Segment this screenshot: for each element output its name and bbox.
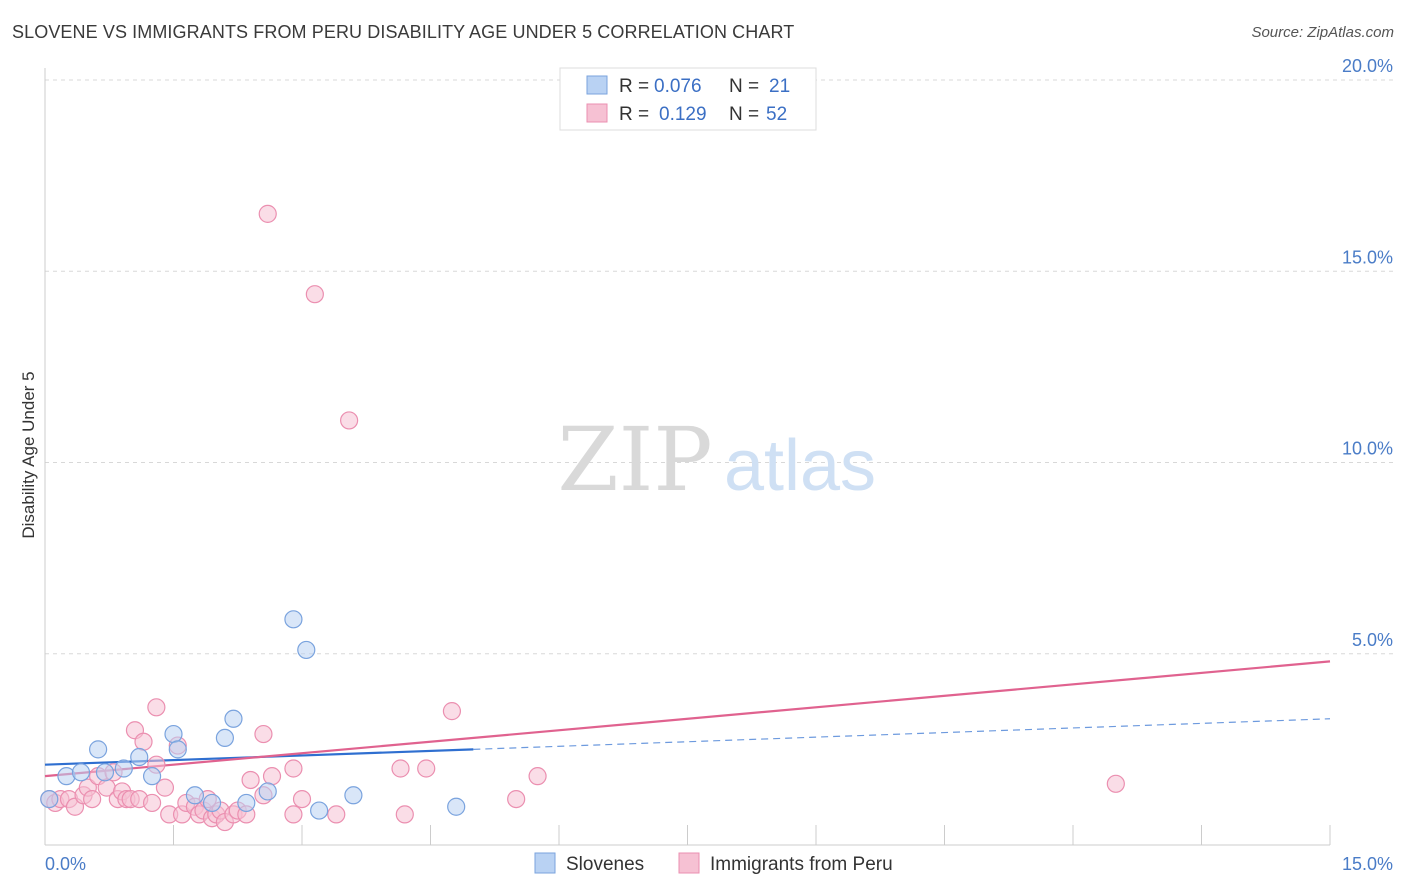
legend-swatch-slovenes <box>586 75 608 95</box>
peru-point <box>442 702 462 721</box>
axis-layer: 5.0% 10.0% 15.0% 20.0% 0.0% 15.0% <box>44 56 1393 874</box>
grid-layer <box>45 79 1395 655</box>
peru-point <box>305 285 324 304</box>
slovenes-point <box>237 793 256 813</box>
slovenes-point <box>447 797 466 816</box>
legend-r-value: 0.129 <box>659 104 707 125</box>
slovenes-trend-extension <box>473 718 1331 750</box>
slovenes-point <box>224 709 243 728</box>
legend-r-value: 0.076 <box>654 76 702 97</box>
slovenes-point <box>258 782 277 801</box>
peru-point <box>292 789 312 809</box>
y-tick-label: 20.0% <box>1342 56 1393 76</box>
peru-trend-line <box>44 660 1331 778</box>
legend-n-label: N = <box>729 76 759 97</box>
peru-point <box>241 770 260 790</box>
slovenes-point <box>310 801 329 820</box>
y-tick-label: 5.0% <box>1352 630 1393 650</box>
peru-point <box>395 805 414 824</box>
legend-label-peru: Immigrants from Peru <box>710 854 893 875</box>
peru-point <box>284 805 303 824</box>
peru-point <box>134 732 153 751</box>
points-layer <box>40 204 1125 832</box>
legend-n-label: N = <box>729 104 759 125</box>
peru-point <box>528 767 547 786</box>
slovenes-point <box>130 747 149 767</box>
legend-n-value: 21 <box>769 76 790 97</box>
slovenes-point <box>71 763 91 782</box>
slovenes-point <box>114 759 133 778</box>
peru-point <box>258 204 277 223</box>
peru-point <box>284 759 303 778</box>
slovenes-point <box>40 789 59 809</box>
y-axis-label: Disability Age Under 5 <box>19 371 38 538</box>
watermark: ZIP atlas <box>557 408 876 511</box>
chart-title: SLOVENE VS IMMIGRANTS FROM PERU DISABILI… <box>12 22 795 42</box>
legend-r-label: R = <box>619 104 649 125</box>
peru-point <box>340 411 359 430</box>
slovenes-point <box>89 740 108 759</box>
slovenes-point <box>284 610 303 629</box>
peru-point <box>155 778 175 797</box>
slovenes-point <box>142 767 162 786</box>
watermark-atlas: atlas <box>724 426 876 506</box>
peru-point <box>83 789 102 809</box>
trend-layer <box>44 660 1331 778</box>
legend-swatch-peru <box>586 103 608 123</box>
legend-swatch-slovenes <box>534 852 556 874</box>
peru-point <box>142 793 162 813</box>
slovenes-point <box>215 728 234 748</box>
legend-label-slovenes: Slovenes <box>566 854 644 875</box>
peru-point <box>417 759 436 778</box>
chart-source: Source: ZipAtlas.com <box>1251 24 1394 41</box>
x-tick-label: 0.0% <box>45 854 86 874</box>
peru-point <box>327 805 346 824</box>
peru-point <box>1106 774 1125 793</box>
y-tick-label: 10.0% <box>1342 439 1393 459</box>
slovenes-point <box>202 793 222 813</box>
slovenes-point <box>95 763 115 782</box>
slovenes-point <box>164 724 183 744</box>
legend-r-label: R = <box>619 76 649 97</box>
stats-legend: R = 0.076 N = 21 R = 0.129 N = 52 <box>559 67 817 131</box>
peru-point <box>254 724 273 744</box>
watermark-zip: ZIP <box>557 408 712 511</box>
slovenes-point <box>185 786 205 805</box>
peru-point <box>391 759 410 778</box>
peru-point <box>147 698 166 717</box>
legend-swatch-peru <box>678 852 700 874</box>
peru-point <box>262 767 282 786</box>
slovenes-point <box>297 640 316 660</box>
legend-n-value: 52 <box>766 104 787 125</box>
x-tick-label: 15.0% <box>1342 854 1393 874</box>
y-tick-label: 15.0% <box>1342 247 1393 267</box>
series-legend: Slovenes Immigrants from Peru <box>534 852 893 875</box>
slovenes-point <box>344 786 363 805</box>
peru-point <box>507 789 526 809</box>
slovenes-point <box>168 740 187 759</box>
